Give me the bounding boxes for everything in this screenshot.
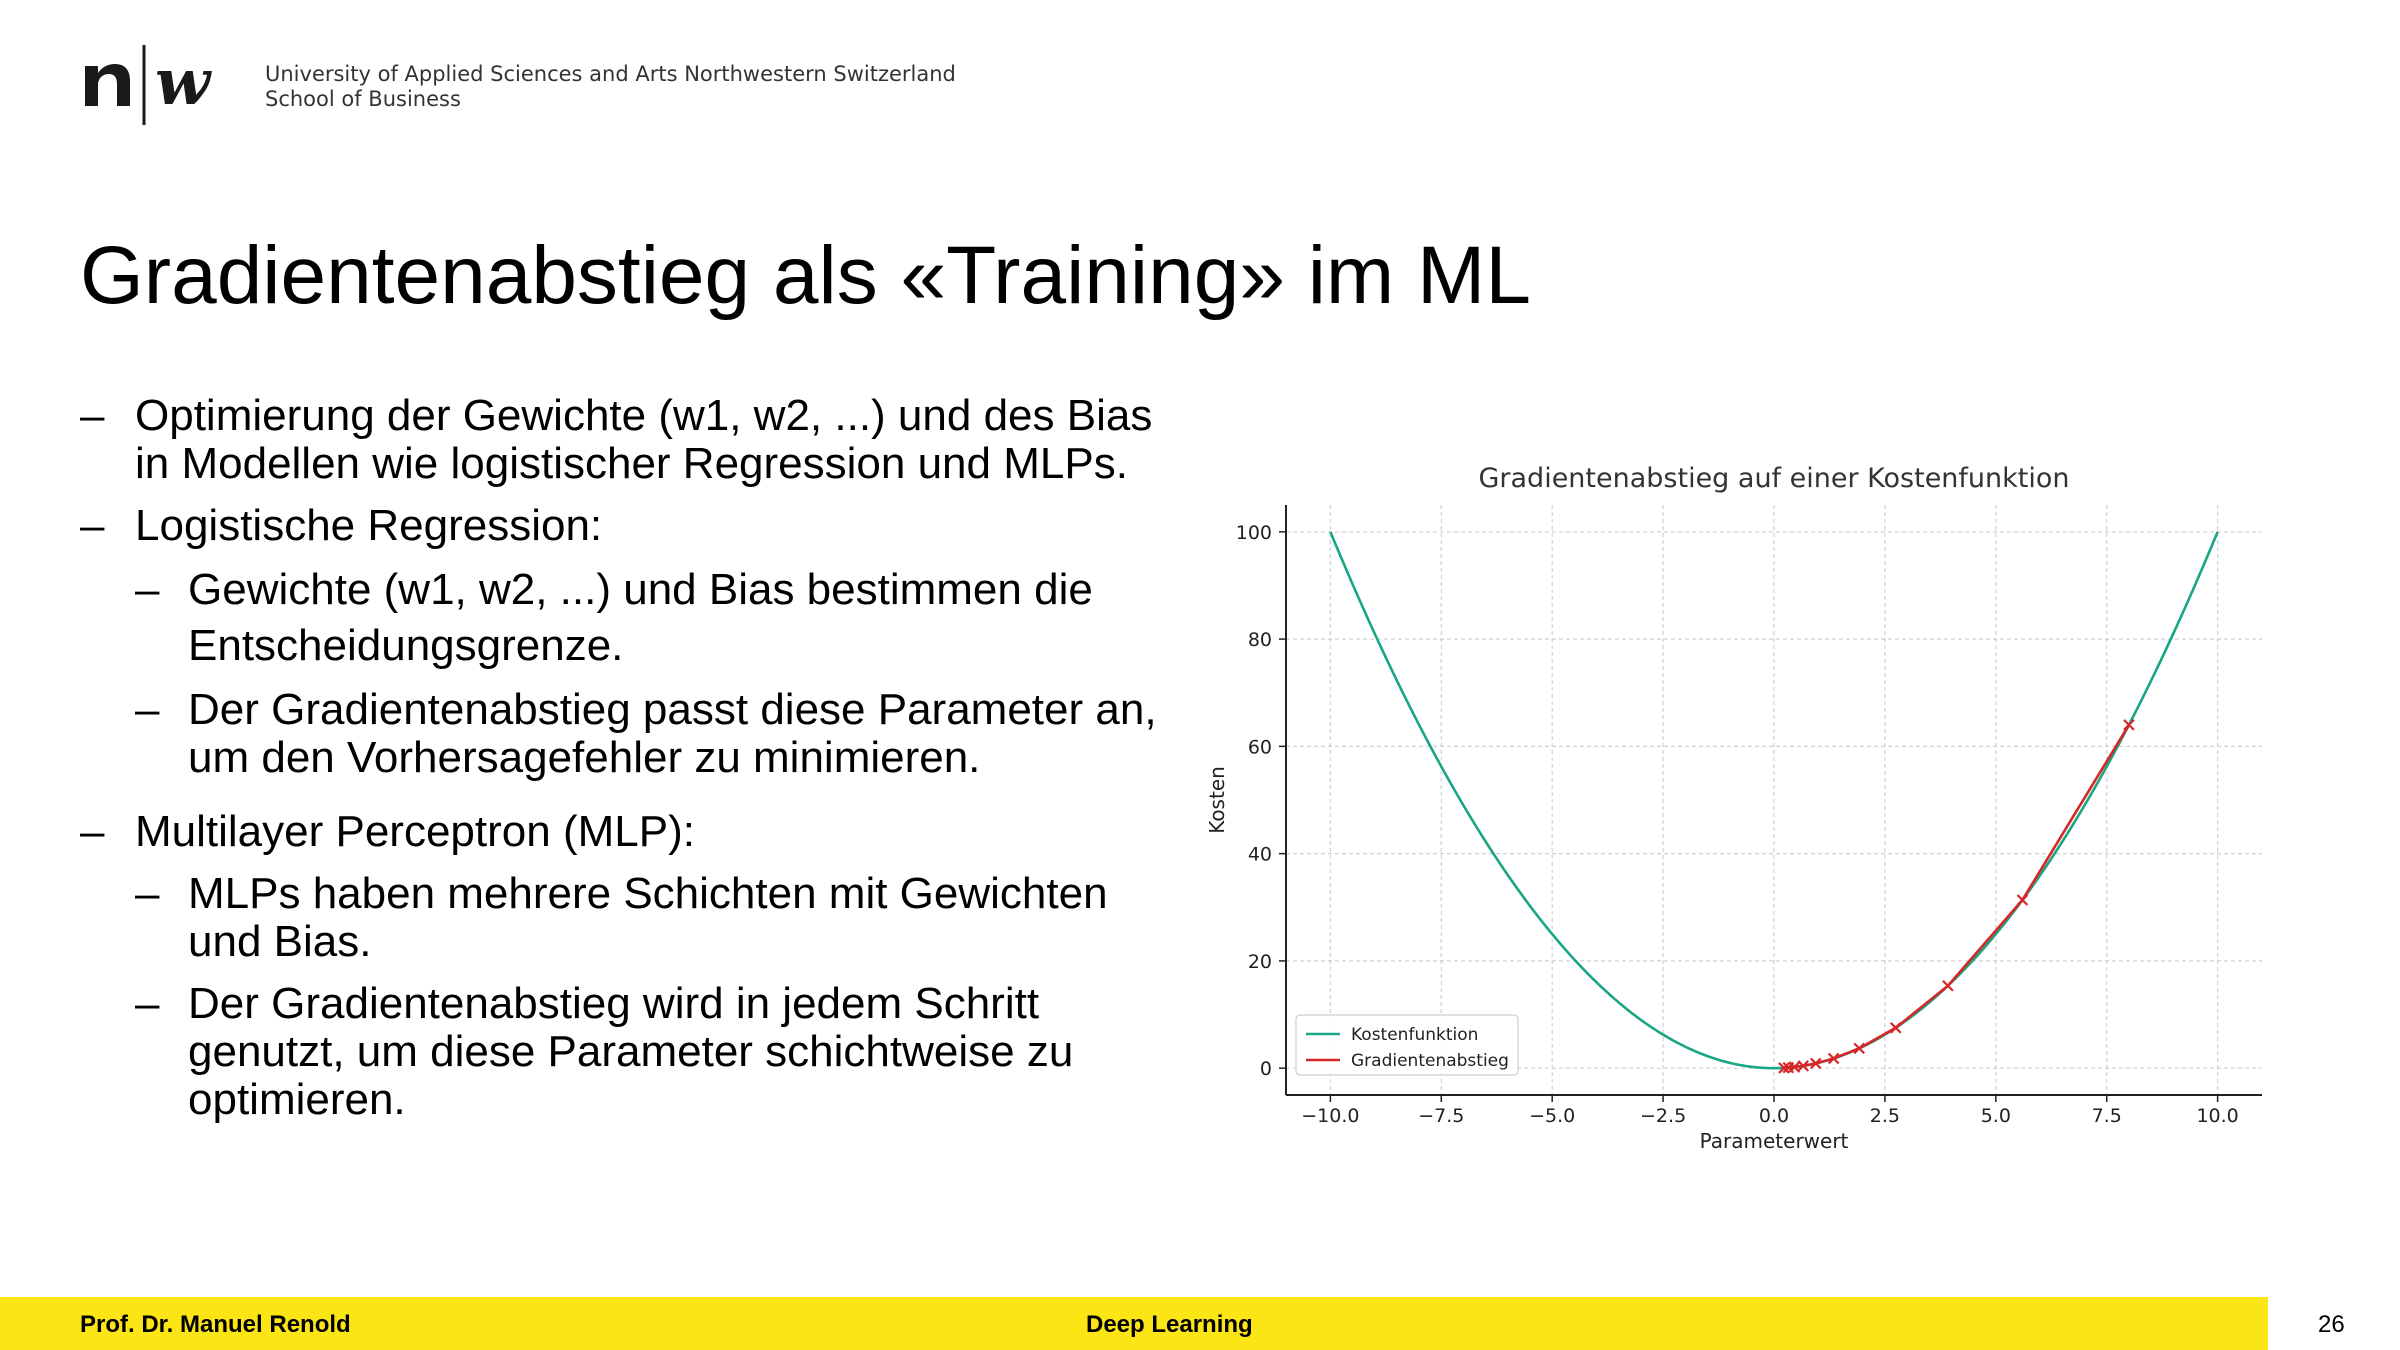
y-tick-label: 0	[1260, 1058, 1272, 1080]
footer-course: Deep Learning	[1086, 1311, 1253, 1338]
x-tick-label: 2.5	[1870, 1105, 1900, 1127]
y-axis-label: Kosten	[1205, 766, 1229, 834]
sub-bullet-item: – Der Gradientenabstieg wird in jedem Sch…	[135, 979, 1074, 1124]
y-tick-label: 20	[1248, 951, 1272, 973]
x-tick-label: −7.5	[1418, 1105, 1464, 1127]
page-title: Gradientenabstieg als «Training» im ML	[80, 230, 1531, 321]
chart-title: Gradientenabstieg auf einer Kostenfunkti…	[1478, 463, 2069, 494]
gradient-step-marker	[2123, 719, 2135, 731]
sub-bullet-item: – Gewichte (w1, w2, ...) und Bias bestimm…	[135, 565, 1093, 670]
x-tick-label: 7.5	[2092, 1105, 2122, 1127]
sub-bullet-item: – MLPs haben mehrere Schichten mit Gewich…	[135, 869, 1108, 966]
y-tick-label: 60	[1248, 736, 1272, 758]
gradient-step-marker	[1942, 979, 1954, 992]
page-number: 26	[2318, 1311, 2345, 1338]
x-tick-label: 10.0	[2196, 1105, 2238, 1127]
x-tick-label: −2.5	[1640, 1105, 1686, 1127]
x-tick-label: 5.0	[1981, 1105, 2011, 1127]
school-name: School of Business	[265, 87, 461, 111]
y-tick-label: 100	[1236, 522, 1272, 544]
gradient-step-marker	[1889, 1022, 1902, 1034]
legend-label: Gradientenabstieg	[1351, 1051, 1509, 1071]
x-tick-label: −5.0	[1529, 1105, 1575, 1127]
gradient-step-marker	[1827, 1052, 1840, 1065]
fhnw-logo-mark: w	[85, 45, 212, 125]
y-tick-label: 40	[1248, 844, 1272, 866]
gradient-step-marker	[1778, 1062, 1790, 1074]
x-tick-label: −10.0	[1301, 1105, 1359, 1127]
y-tick-label: 80	[1248, 629, 1272, 651]
footer-author: Prof. Dr. Manuel Renold	[80, 1311, 351, 1338]
footer-bar: Prof. Dr. Manuel Renold Deep Learning	[0, 1297, 2268, 1350]
legend-label: Kostenfunktion	[1351, 1025, 1478, 1045]
x-axis-label: Parameterwert	[1700, 1129, 1849, 1153]
gradient-step-marker	[1782, 1061, 1795, 1074]
institution-name: University of Applied Sciences and Arts …	[265, 62, 956, 86]
gradient-descent-line	[1783, 724, 2131, 1070]
svg-text:w: w	[155, 45, 212, 120]
bullet-item: – Multilayer Perceptron (MLP):	[80, 807, 695, 856]
sub-bullet-item: – Der Gradientenabstieg passt diese Param…	[135, 685, 1157, 782]
legend-box	[1295, 1014, 1519, 1076]
bullet-list: – Optimierung der Gewichte (w1, w2, ...) …	[80, 392, 1160, 1124]
x-tick-label: 0.0	[1759, 1105, 1789, 1127]
gradient-step-marker	[1809, 1057, 1822, 1070]
bullet-item: – Optimierung der Gewichte (w1, w2, ...) …	[80, 391, 1153, 488]
gradient-step-marker	[1853, 1042, 1866, 1055]
bullet-item: – Logistische Regression:	[80, 501, 603, 550]
gradient-step-marker	[2016, 894, 2029, 906]
cost-function-line	[1329, 531, 2219, 1070]
chart-container: −10.0 −7.5 −5.0 −2.5 0.0 2.5 5.0 7.5 10.0 0 20 40 60…	[1200, 455, 2280, 1175]
cost-function-chart: −10.0 −7.5 −5.0 −2.5 0.0 2.5 5.0 7.5 10.0 0 20 40 60…	[1205, 463, 2262, 1153]
